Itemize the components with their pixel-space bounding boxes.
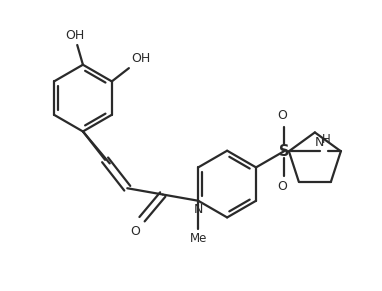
Text: O: O <box>130 225 140 238</box>
Text: Me: Me <box>189 232 207 245</box>
Text: S: S <box>279 144 289 159</box>
Text: O: O <box>277 109 287 122</box>
Text: N: N <box>314 136 324 149</box>
Text: OH: OH <box>66 29 85 42</box>
Text: O: O <box>277 180 287 194</box>
Text: OH: OH <box>131 52 150 65</box>
Text: H: H <box>322 133 331 146</box>
Text: N: N <box>194 203 203 216</box>
